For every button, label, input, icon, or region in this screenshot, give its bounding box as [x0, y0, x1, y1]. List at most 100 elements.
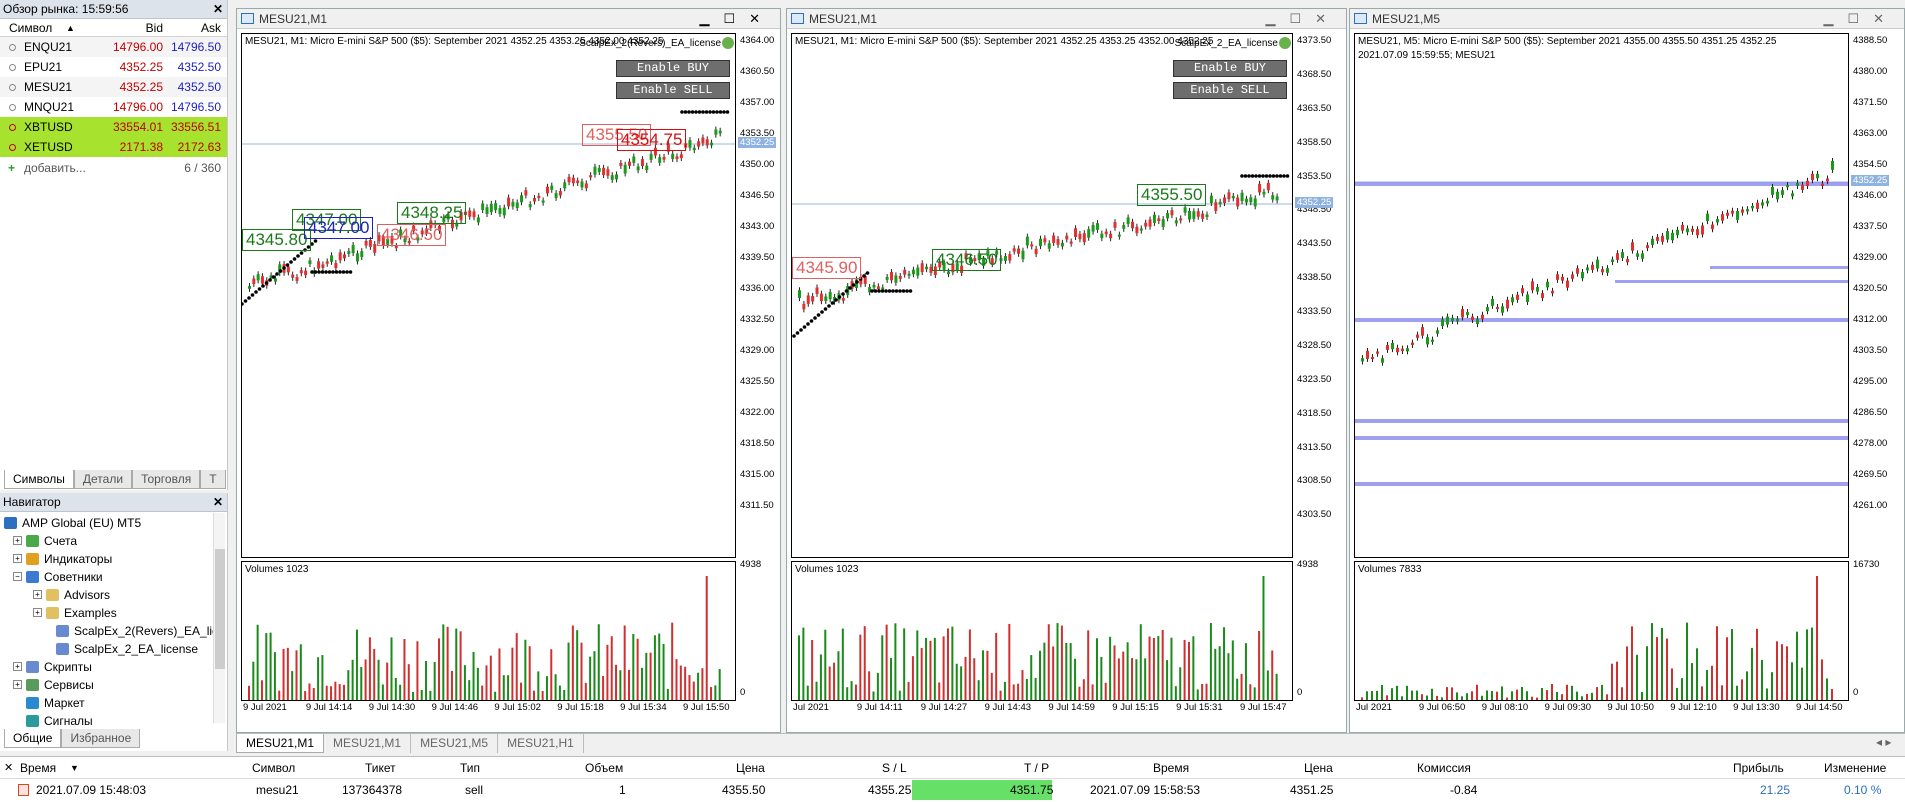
tab-2[interactable]: Торговля	[132, 470, 201, 489]
price-plot[interactable]: MESU21, M1: Micro E-mini S&P 500 ($5): S…	[791, 33, 1293, 558]
navigator-item[interactable]: Сервисы	[26, 676, 94, 694]
minimize-icon[interactable]: ▁	[1823, 11, 1848, 26]
column-profit[interactable]: Прибыль	[1733, 761, 1784, 775]
stop-dot	[841, 292, 845, 296]
navigator-item[interactable]: Examples	[46, 604, 117, 622]
column-symbol[interactable]: Символ	[252, 761, 296, 775]
navigator-scrollbar[interactable]	[213, 513, 225, 723]
column-bid[interactable]: Bid	[145, 21, 163, 35]
add-symbol-row[interactable]: + добавить... 6 / 360	[0, 158, 227, 178]
volume-bar	[1471, 691, 1473, 700]
candle-body	[1244, 198, 1248, 203]
column-time[interactable]: Время	[20, 761, 57, 775]
volume-bar	[1476, 684, 1478, 700]
scroll-arrows-icon[interactable]: ◂ ▸	[1876, 735, 1892, 749]
maximize-icon[interactable]: ☐	[723, 11, 750, 26]
trade-row[interactable]: 2021.07.09 15:48:03 mesu21 137364378 sel…	[0, 779, 1905, 801]
volume-plot[interactable]: Volumes 7833	[1354, 561, 1849, 701]
column-tp[interactable]: T / P	[1024, 761, 1050, 775]
column-price[interactable]: Цена	[736, 761, 765, 775]
navigator-item[interactable]: AMP Global (EU) MT5	[4, 514, 141, 532]
column-symbol[interactable]: Символ	[9, 21, 53, 35]
market-watch-row[interactable]: MESU21 4352.25 4352.50	[0, 77, 227, 97]
volume-plot[interactable]: Volumes 1023	[791, 561, 1293, 701]
tab-1[interactable]: Избранное	[61, 729, 141, 748]
tab-0[interactable]: Общие	[4, 729, 62, 748]
close-icon[interactable]: ✕	[4, 762, 14, 774]
candle-body	[1636, 253, 1639, 257]
navigator-item[interactable]: Счета	[26, 532, 77, 550]
maximize-icon[interactable]: ☐	[1847, 11, 1874, 26]
column-commission[interactable]: Комиссия	[1417, 761, 1471, 775]
chart-window-titlebar[interactable]: MESU21,M5 ▁☐✕	[1350, 9, 1904, 29]
column-close-time[interactable]: Время	[1153, 761, 1190, 775]
column-ask[interactable]: Ask	[200, 21, 221, 35]
enable-buy-button[interactable]: Enable BUY	[1173, 60, 1287, 77]
minimize-icon[interactable]: ▁	[1265, 11, 1290, 26]
expand-icon[interactable]: +	[13, 662, 22, 671]
enable-sell-button[interactable]: Enable SELL	[1173, 82, 1287, 99]
price-plot[interactable]: MESU21, M1: Micro E-mini S&P 500 ($5): S…	[241, 33, 736, 558]
maximize-icon[interactable]: ☐	[1289, 11, 1316, 26]
time-tick: 9 Jul 14:46	[431, 702, 479, 713]
expand-icon[interactable]: −	[13, 572, 22, 581]
close-icon[interactable]: ✕	[212, 2, 223, 16]
navigator-item[interactable]: ScalpEx_2(Revers)_EA_lice	[56, 622, 225, 640]
chart-window[interactable]: MESU21,M1 ▁☐✕ MESU21, M1: Micro E-mini S&P…	[236, 8, 781, 733]
volume-bar	[1039, 650, 1041, 700]
navigator-item[interactable]: Скрипты	[26, 658, 92, 676]
close-icon[interactable]: ✕	[212, 495, 223, 509]
column-change[interactable]: Изменение	[1824, 761, 1887, 775]
tab-3[interactable]: Т	[200, 470, 226, 489]
market-watch-row[interactable]: MNQU21 14796.00 14796.50	[0, 97, 227, 117]
column-type[interactable]: Тип	[460, 761, 481, 775]
candle-body	[468, 210, 472, 217]
volume-plot[interactable]: Volumes 1023	[241, 561, 736, 701]
navigator-item[interactable]: Маркет	[26, 694, 85, 712]
chart-tab[interactable]: MESU21,M5	[411, 734, 499, 753]
navigator-item[interactable]: Индикаторы	[26, 550, 112, 568]
expand-icon[interactable]: +	[33, 590, 42, 599]
expert-smile-icon[interactable]	[1279, 37, 1291, 49]
navigator-item[interactable]: Advisors	[46, 586, 110, 604]
enable-buy-button[interactable]: Enable BUY	[616, 60, 730, 77]
volume-bar	[995, 632, 998, 700]
close-icon[interactable]: ✕	[1873, 11, 1898, 26]
column-current-price[interactable]: Цена	[1304, 761, 1333, 775]
tab-1[interactable]: Детали	[73, 470, 133, 489]
volume-bar	[1012, 684, 1015, 700]
column-sl[interactable]: S / L	[882, 761, 907, 775]
market-watch-row[interactable]: XBTUSD 33554.01 33556.51	[0, 117, 227, 137]
navigator-item[interactable]: ScalpEx_2_EA_license	[56, 640, 198, 658]
volume-bar	[1491, 691, 1493, 700]
expand-icon[interactable]: +	[13, 536, 22, 545]
market-watch-row[interactable]: ENQU21 14796.00 14796.50	[0, 37, 227, 57]
chart-window[interactable]: MESU21,M1 ▁☐✕ MESU21, M1: Micro E-mini S&P…	[786, 8, 1347, 733]
chart-tab[interactable]: MESU21,H1	[498, 734, 584, 753]
scrollbar-thumb[interactable]	[215, 549, 225, 669]
close-icon[interactable]: ✕	[749, 11, 774, 26]
expand-icon[interactable]: +	[13, 554, 22, 563]
navigator-item[interactable]: Советники	[26, 568, 103, 586]
tab-0[interactable]: Символы	[4, 470, 74, 489]
navigator-item[interactable]: Сигналы	[26, 712, 93, 730]
column-volume[interactable]: Объем	[585, 761, 624, 775]
expand-icon[interactable]: +	[13, 680, 22, 689]
expand-icon[interactable]: +	[33, 608, 42, 617]
enable-sell-button[interactable]: Enable SELL	[616, 82, 730, 99]
chart-window-titlebar[interactable]: MESU21,M1 ▁☐✕	[787, 9, 1346, 29]
minimize-icon[interactable]: ▁	[699, 11, 724, 26]
chart-window-titlebar[interactable]: MESU21,M1 ▁☐✕	[237, 9, 780, 29]
stop-dot	[799, 328, 803, 332]
chart-tab[interactable]: MESU21,M1	[324, 734, 412, 753]
market-watch-row[interactable]: XETUSD 2171.38 2172.63	[0, 137, 227, 157]
volume-bar	[1481, 695, 1483, 700]
volume-bar	[1109, 636, 1112, 700]
chart-window[interactable]: MESU21,M5 ▁☐✕ MESU21, M5: Micro E-mini S&P…	[1349, 8, 1905, 733]
chart-tab[interactable]: MESU21,M1	[236, 734, 325, 753]
market-watch-row[interactable]: EPU21 4352.25 4352.50	[0, 57, 227, 77]
column-ticket[interactable]: Тикет	[365, 761, 396, 775]
close-icon[interactable]: ✕	[1315, 11, 1340, 26]
expert-smile-icon[interactable]	[722, 37, 734, 49]
price-plot[interactable]: MESU21, M5: Micro E-mini S&P 500 ($5): S…	[1354, 33, 1849, 558]
